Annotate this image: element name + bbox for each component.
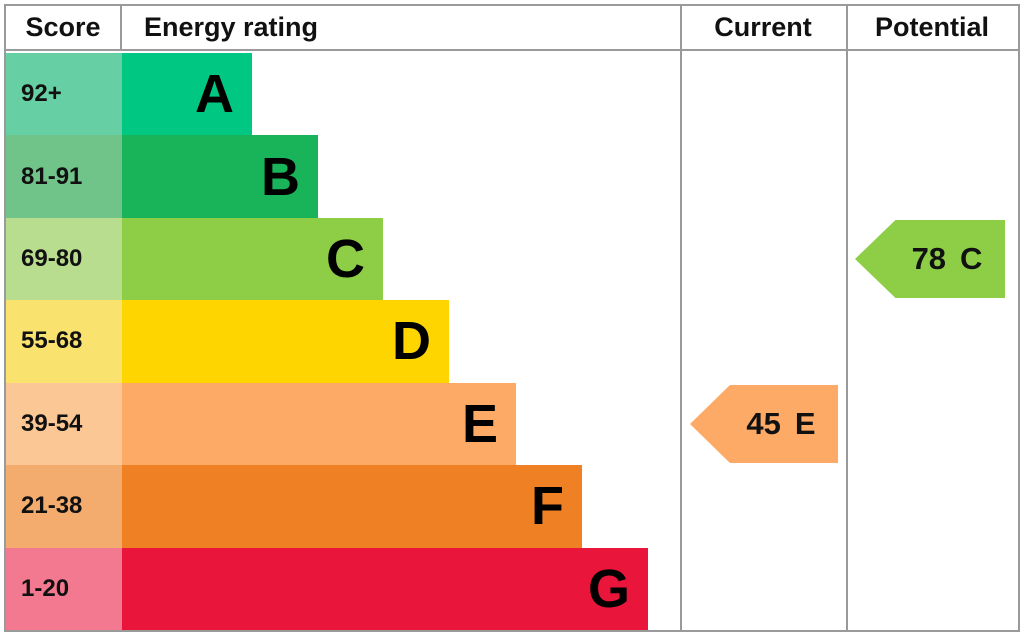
potential-band: C [960,241,983,276]
score-range-cell: 69-80 [6,217,122,301]
potential-rating-arrow: 78 C [855,220,1005,298]
header-energy-rating: Energy rating [144,12,319,42]
band-rows: 92+ A 81-91 B 69-80 C 55-68 D 39-54 E 21… [6,53,680,630]
band-row-b: 81-91 B [6,135,680,218]
band-row-c: 69-80 C [6,217,680,301]
score-range-cell: 92+ [6,53,122,136]
header-current: Current [714,12,812,42]
rating-bar-a: A [122,53,252,136]
column-divider-potential [846,6,848,630]
rating-letter: G [587,558,630,619]
potential-score: 78 [911,241,947,276]
rating-bar-e: E [122,382,516,466]
rating-letter: F [531,476,564,537]
band-row-g: 1-20 G [6,547,680,630]
current-score: 45 [746,406,781,441]
rating-bar-f: F [122,465,582,548]
current-rating-arrow: 45 E [690,385,838,463]
epc-energy-rating-chart: Score Energy rating Current Potential 92… [4,4,1020,632]
score-range-cell: 1-20 [6,547,122,630]
rating-bar-d: D [122,300,449,383]
score-range-cell: 39-54 [6,382,122,466]
rating-bar-c: C [122,217,383,301]
current-band: E [794,406,816,441]
score-range-cell: 21-38 [6,465,122,548]
score-range-cell: 81-91 [6,135,122,218]
rating-letter: B [261,146,300,207]
rating-letter: A [195,64,234,125]
band-row-e: 39-54 E [6,382,680,466]
header-potential: Potential [874,12,989,42]
rating-letter: C [326,229,365,290]
header-score: Score [6,6,122,49]
rating-letter: E [461,393,498,454]
header-row: Score Energy rating Current Potential [6,6,1018,51]
column-divider-current [680,6,682,630]
rating-bar-g: G [122,547,648,630]
rating-letter: D [392,311,431,372]
band-row-a: 92+ A [6,53,680,136]
rating-bar-b: B [122,135,318,218]
band-row-d: 55-68 D [6,300,680,383]
score-range-cell: 55-68 [6,300,122,383]
band-row-f: 21-38 F [6,465,680,548]
